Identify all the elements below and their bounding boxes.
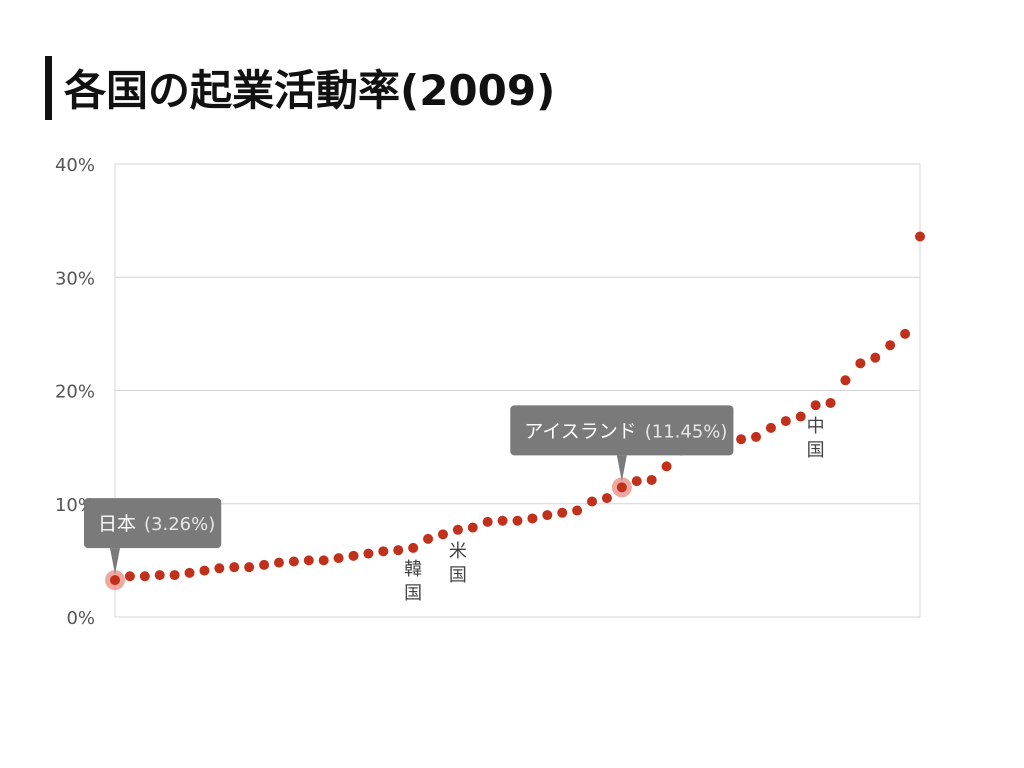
callout-country: 日本 xyxy=(98,513,136,535)
data-point xyxy=(527,513,538,524)
callout: アイスランド (11.45%) xyxy=(510,405,734,482)
data-point xyxy=(229,562,240,573)
data-point xyxy=(646,474,657,485)
data-point xyxy=(214,563,225,574)
data-point xyxy=(631,476,642,487)
data-point xyxy=(139,571,150,582)
country-label: 中 xyxy=(807,416,825,437)
data-point xyxy=(870,352,881,363)
data-point xyxy=(363,548,374,559)
data-point xyxy=(840,375,851,386)
data-point xyxy=(333,553,344,564)
data-point xyxy=(825,397,836,408)
country-label: 国 xyxy=(449,565,467,586)
data-point xyxy=(765,422,776,433)
data-point xyxy=(378,546,389,557)
chart-grid xyxy=(114,163,921,618)
callout-pointer xyxy=(110,548,120,575)
y-tick-label: 30% xyxy=(55,268,95,289)
callout-value: (11.45%) xyxy=(645,421,728,442)
data-point xyxy=(780,416,791,427)
data-point xyxy=(169,570,180,581)
data-point xyxy=(318,555,329,566)
data-point xyxy=(885,340,896,351)
title-accent-bar xyxy=(45,56,52,120)
data-point xyxy=(154,570,165,581)
y-tick-label: 20% xyxy=(55,382,95,403)
y-tick-label: 0% xyxy=(66,608,95,629)
data-point xyxy=(482,516,493,527)
data-point xyxy=(348,550,359,561)
callout: 日本 (3.26%) xyxy=(84,498,222,575)
data-point xyxy=(855,358,866,369)
data-point xyxy=(810,400,821,411)
data-point xyxy=(288,556,299,567)
y-tick-label: 40% xyxy=(55,155,95,176)
data-point xyxy=(408,542,419,553)
data-point xyxy=(795,411,806,422)
data-point xyxy=(497,515,508,526)
data-point xyxy=(110,575,120,586)
data-point xyxy=(124,571,135,582)
callouts: 日本 (3.26%) アイスランド (11.45%) xyxy=(84,405,734,575)
data-point xyxy=(736,434,747,445)
data-point xyxy=(259,559,270,570)
data-point xyxy=(467,522,478,533)
country-label: 国 xyxy=(807,440,825,461)
data-point xyxy=(423,533,434,544)
data-point xyxy=(587,496,598,507)
y-axis-ticks: 0%10%20%30%40% xyxy=(55,155,95,629)
data-point xyxy=(244,562,255,573)
data-point xyxy=(452,524,463,535)
data-point xyxy=(512,515,523,526)
data-point xyxy=(184,567,195,578)
callout-box xyxy=(510,405,734,456)
data-point xyxy=(572,505,583,516)
country-label: 韓 xyxy=(404,559,422,580)
callout-box xyxy=(84,498,222,549)
data-point xyxy=(661,461,672,472)
data-point xyxy=(915,231,925,242)
country-label: 米 xyxy=(449,541,467,562)
data-point xyxy=(601,493,612,504)
data-point xyxy=(393,545,404,556)
data-point xyxy=(751,431,762,442)
svg-text:アイスランド(11.45%): アイスランド (11.45%) xyxy=(524,420,727,442)
data-point xyxy=(199,565,210,576)
svg-text:日本(3.26%): 日本 (3.26%) xyxy=(98,513,215,535)
callout-country: アイスランド xyxy=(524,420,636,442)
callout-value: (3.26%) xyxy=(144,514,215,535)
data-point xyxy=(616,482,627,493)
data-point xyxy=(557,507,568,518)
callout-pointer xyxy=(616,455,627,482)
data-point xyxy=(303,555,314,566)
page-title: 各国の起業活動率(2009) xyxy=(64,66,556,115)
data-point xyxy=(437,529,448,540)
country-label: 国 xyxy=(404,583,422,604)
data-point xyxy=(542,510,553,521)
data-point xyxy=(900,328,911,339)
data-point xyxy=(273,557,284,568)
